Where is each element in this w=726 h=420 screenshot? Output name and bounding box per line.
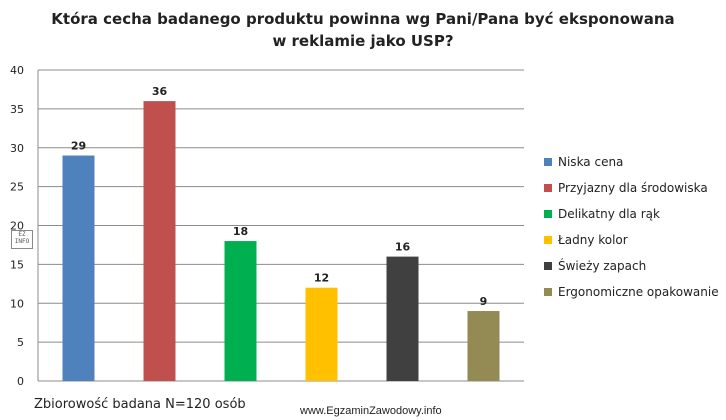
bar [224, 241, 257, 381]
legend-swatch [544, 262, 552, 270]
legend-swatch [544, 184, 552, 192]
data-label: 29 [71, 140, 86, 153]
legend-item: Świeży zapach [544, 253, 719, 279]
bar [467, 311, 500, 381]
data-label: 16 [395, 241, 411, 254]
data-label: 18 [233, 225, 248, 238]
y-tick-label: 35 [10, 103, 24, 116]
legend-label: Ładny kolor [558, 233, 628, 247]
legend-label: Ergonomiczne opakowanie [558, 285, 719, 299]
bar [143, 101, 176, 381]
data-label: 36 [152, 85, 168, 98]
legend-swatch [544, 158, 552, 166]
y-tick-label: 15 [10, 258, 24, 271]
legend-item: Delikatny dla rąk [544, 201, 719, 227]
source-credit: www.EgzaminZawodowy.info [300, 405, 442, 417]
legend-label: Niska cena [558, 155, 624, 169]
y-tick-label: 40 [10, 64, 24, 77]
y-tick-label: 25 [10, 181, 24, 194]
legend-item: Ładny kolor [544, 227, 719, 253]
legend-label: Przyjazny dla środowiska [558, 181, 708, 195]
legend-swatch [544, 288, 552, 296]
watermark-stamp: EZ INFO [11, 230, 33, 249]
legend-swatch [544, 236, 552, 244]
legend: Niska cena Przyjazny dla środowiska Delika… [544, 149, 719, 305]
y-tick-label: 20 [10, 220, 24, 233]
data-label: 12 [314, 272, 329, 285]
chart-title-line-1: Która cecha badanego produktu powinna wg… [51, 10, 675, 28]
y-tick-label: 0 [17, 375, 24, 388]
legend-item: Przyjazny dla środowiska [544, 175, 719, 201]
chart-title-line-2: w reklamie jako USP? [272, 32, 454, 50]
y-tick-label: 30 [10, 142, 24, 155]
legend-item: Niska cena [544, 149, 719, 175]
legend-item: Ergonomiczne opakowanie [544, 279, 719, 305]
y-tick-label: 5 [17, 336, 24, 349]
legend-label: Delikatny dla rąk [558, 207, 660, 221]
data-label: 9 [480, 295, 488, 308]
legend-swatch [544, 210, 552, 218]
bar [386, 256, 419, 381]
bar [305, 287, 338, 381]
legend-label: Świeży zapach [558, 259, 647, 273]
bar [62, 155, 95, 381]
sample-size-caption: Zbiorowość badana N=120 osób [34, 397, 246, 412]
y-tick-label: 10 [10, 297, 24, 310]
